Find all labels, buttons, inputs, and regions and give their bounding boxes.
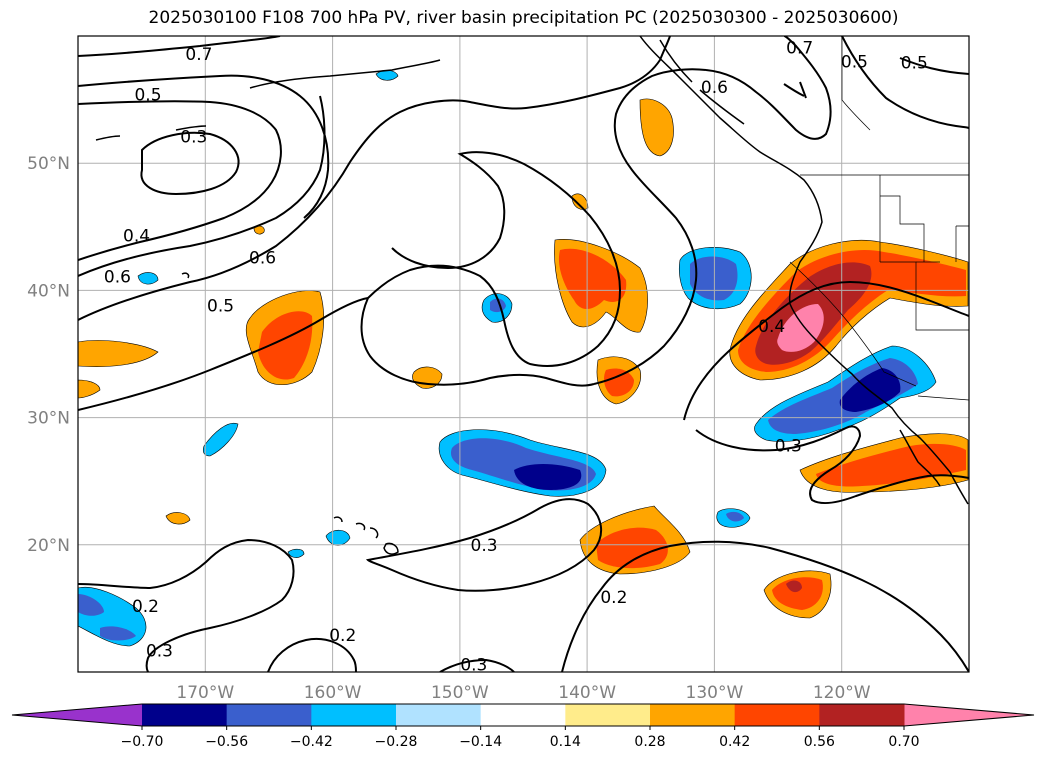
colorbar-segment — [142, 704, 228, 726]
colorbar-segment — [480, 704, 566, 726]
contour-label: 0.7 — [185, 45, 212, 65]
contour-label: 0.3 — [180, 127, 207, 147]
lat-tick-label: 40°N — [27, 281, 70, 301]
contour-label: 0.6 — [701, 78, 728, 98]
contour-label: 0.4 — [758, 317, 785, 337]
colorbar-segment — [311, 704, 397, 726]
colorbar-tick-label: 0.28 — [634, 734, 665, 750]
contour-label: 0.5 — [207, 297, 234, 317]
map-title: 2025030100 F108 700 hPa PV, river basin … — [148, 8, 899, 28]
colorbar-tick-label: 0.14 — [550, 734, 581, 750]
contour-label: 0.3 — [460, 655, 487, 675]
colorbar-segment — [396, 704, 482, 726]
colorbar-segment — [734, 704, 820, 726]
colorbar-segment — [226, 704, 312, 726]
colorbar-tick-label: −0.42 — [290, 734, 333, 750]
contour-label: 0.5 — [901, 54, 928, 74]
lat-tick-label: 30°N — [27, 409, 70, 429]
contour-label: 0.2 — [329, 626, 356, 646]
contour-label: 0.2 — [132, 597, 159, 617]
colorbar — [11, 703, 1035, 727]
colorbar-tick-label: −0.28 — [375, 734, 418, 750]
lat-tick-label: 50°N — [27, 154, 70, 174]
contour-label: 0.6 — [104, 267, 131, 287]
lat-tick-label: 20°N — [27, 536, 70, 556]
colorbar-tick-label: 0.56 — [804, 734, 835, 750]
coastlines — [95, 36, 969, 555]
contour-label: 0.7 — [786, 38, 813, 58]
colorbar-tick-label: 0.70 — [888, 734, 919, 750]
colorbar-tick-label: 0.42 — [719, 734, 750, 750]
colorbar-segment — [819, 704, 905, 726]
contour-label: 0.5 — [134, 86, 161, 106]
state-borders — [789, 36, 969, 401]
lat-tick-labels: 50°N 40°N 30°N 20°N — [27, 154, 70, 556]
lon-tick-label: 150°W — [431, 683, 489, 703]
map-frame — [77, 35, 970, 673]
colorbar-extend-low — [12, 704, 142, 726]
contour-label: 0.4 — [123, 227, 150, 247]
lon-tick-label: 170°W — [176, 683, 234, 703]
contour-labels: 0.7 0.5 0.3 0.4 0.6 0.6 0.5 0.7 0.6 0.5 0.5 0.4 0.3 0… — [104, 38, 928, 675]
contour-label: 0.3 — [146, 641, 173, 661]
lon-tick-label: 120°W — [813, 683, 871, 703]
colorbar-segment — [565, 704, 651, 726]
lon-tick-labels: 170°W 160°W 150°W 140°W 130°W 120°W — [176, 683, 870, 703]
map-panel: 0.7 0.5 0.3 0.4 0.6 0.6 0.5 0.7 0.6 0.5 0.5 0.4 0.3 0… — [78, 36, 969, 675]
contour-label: 0.3 — [775, 437, 802, 457]
lon-tick-label: 140°W — [558, 683, 616, 703]
contour-label: 0.5 — [841, 52, 868, 72]
colorbar-tick-label: −0.70 — [121, 734, 164, 750]
colorbar-segment — [650, 704, 736, 726]
contour-label: 0.2 — [600, 588, 627, 608]
colorbar-extend-high — [904, 704, 1034, 726]
colorbar-labels: −0.70 −0.56 −0.42 −0.28 −0.14 0.14 0.28 0.42 0.5… — [121, 726, 920, 750]
contour-label: 0.3 — [471, 536, 498, 556]
lon-tick-label: 130°W — [686, 683, 744, 703]
gridlines — [78, 36, 969, 672]
lon-tick-label: 160°W — [304, 683, 362, 703]
colorbar-tick-label: −0.14 — [459, 734, 502, 750]
contour-label: 0.6 — [249, 248, 276, 268]
pv-contours — [78, 36, 969, 672]
colorbar-tick-label: −0.56 — [205, 734, 248, 750]
